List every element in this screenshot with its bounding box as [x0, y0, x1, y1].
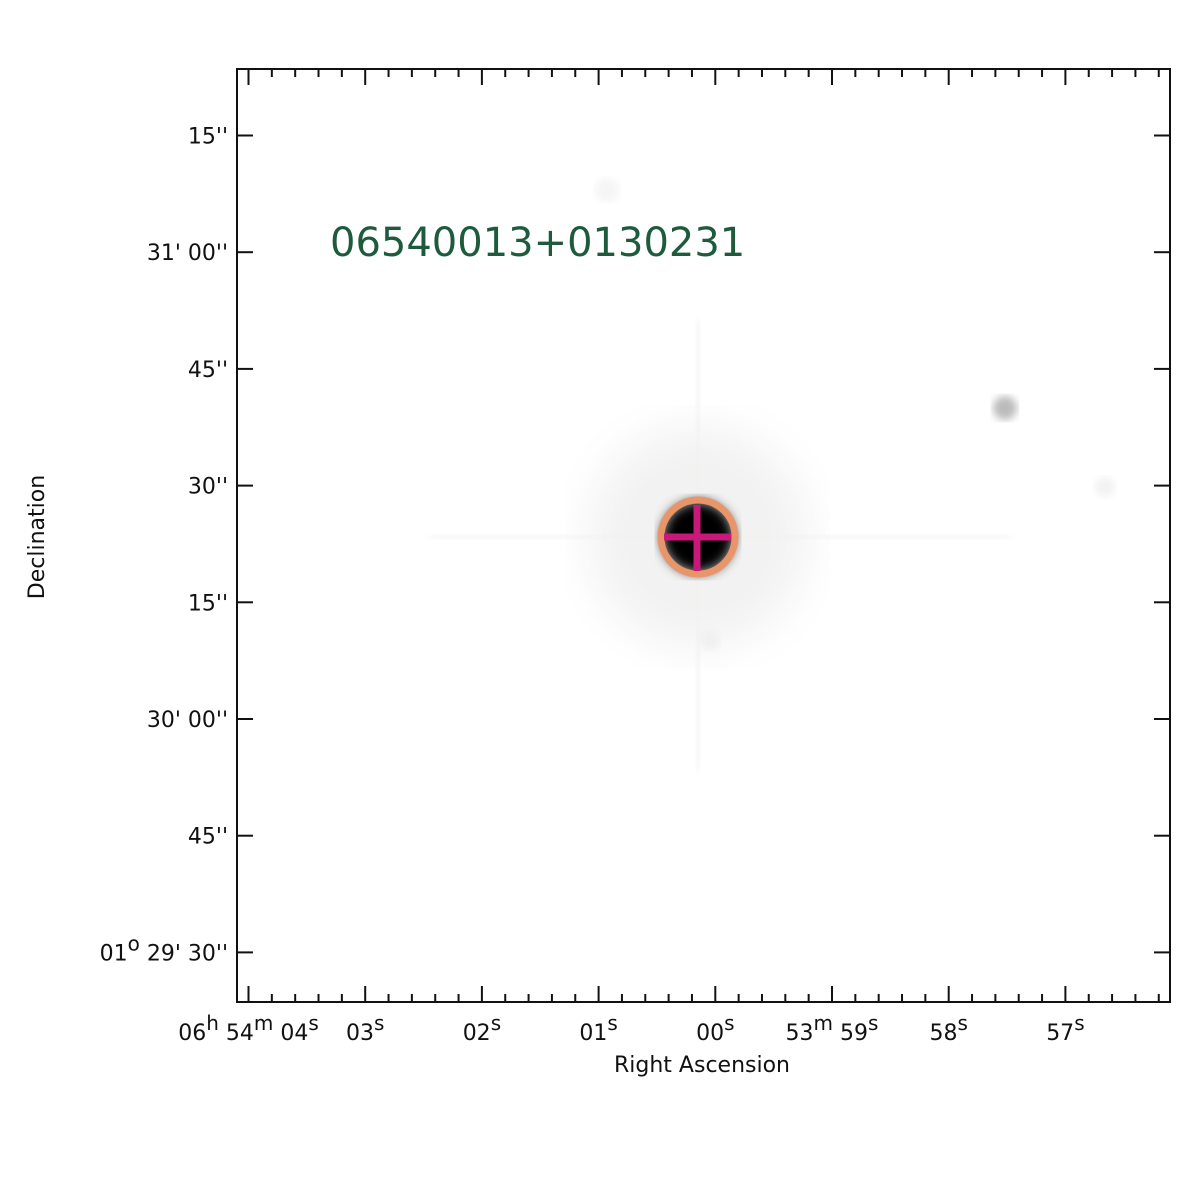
y-tick-label: 45'': [188, 358, 228, 383]
x-tick-label: 57s: [1046, 1011, 1084, 1046]
y-axis-label: Declination: [25, 475, 50, 599]
x-axis-label: Right Ascension: [614, 1053, 790, 1078]
star: [1095, 477, 1115, 497]
y-tick-label: 30' 00'': [147, 708, 228, 733]
x-tick-label: 02s: [463, 1011, 501, 1046]
x-tick-label: 06h 54m 04s: [178, 1011, 319, 1046]
star: [700, 630, 720, 650]
y-tick-label: 15'': [188, 125, 228, 150]
plot-frame: [236, 68, 1171, 1003]
x-tick-label: 03s: [346, 1011, 384, 1046]
object-name: 06540013+0130231: [330, 220, 745, 266]
x-tick-label: 00s: [696, 1011, 734, 1046]
y-tick-label: 15'': [188, 591, 228, 616]
star: [993, 396, 1017, 420]
x-tick-label: 58s: [929, 1011, 967, 1046]
ticks: 15'' 31' 00'' 45'' 30'' 15'' 30' 00'' 45'' 01o …: [100, 69, 1170, 1046]
x-tick-label: 53m 59s: [786, 1011, 879, 1046]
y-tick-label: 31' 00'': [147, 241, 228, 266]
y-tick-label: 01o 29' 30'': [100, 931, 228, 966]
target-circle: [657, 496, 739, 578]
star: [595, 178, 619, 202]
y-tick-label: 45'': [188, 825, 228, 850]
y-tick-label: 30'': [188, 475, 228, 500]
x-tick-label: 01s: [579, 1011, 617, 1046]
